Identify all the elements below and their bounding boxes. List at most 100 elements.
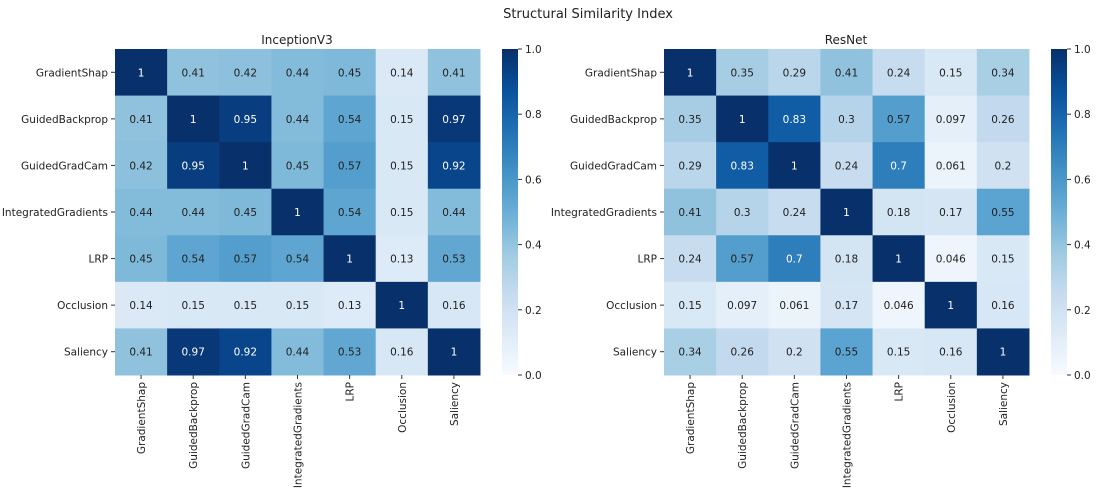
cell-value-label: 0.44 — [442, 207, 466, 219]
cell-value-label: 1 — [451, 347, 458, 359]
x-tick-label: IntegratedGradients — [841, 382, 853, 488]
colorbar — [502, 49, 518, 375]
cell-value-label: 0.24 — [835, 160, 859, 172]
cell-value-label: 0.15 — [390, 207, 413, 219]
cell-value-label: 0.83 — [731, 160, 754, 172]
cell-value-label: 0.83 — [783, 114, 806, 126]
cell-value-label: 1 — [1000, 347, 1007, 359]
y-tick-label: GuidedBackprop — [21, 114, 108, 126]
x-tick-label: Saliency — [449, 382, 461, 426]
cell-value-label: 0.26 — [991, 114, 1015, 126]
heatmap-cell — [115, 142, 168, 190]
heatmap-cell — [271, 235, 325, 283]
cell-value-label: 0.3 — [838, 114, 855, 126]
cell-value-label: 0.57 — [234, 254, 257, 266]
heatmap-cell — [716, 142, 769, 190]
x-tick-label: GradientShap — [136, 382, 148, 454]
heatmap-cell — [820, 49, 874, 97]
heatmap-cell — [115, 281, 168, 329]
heatmap-cell — [872, 281, 926, 329]
cell-value-label: 0.15 — [234, 300, 257, 312]
heatmap-cell — [976, 142, 1030, 190]
heatmap-cell — [872, 142, 926, 190]
heatmap-cell — [872, 188, 926, 236]
heatmap-cell — [167, 142, 220, 190]
cell-value-label: 0.42 — [129, 160, 152, 172]
colorbar-tick-label: 0.4 — [525, 240, 542, 252]
cell-value-label: 0.24 — [678, 254, 702, 266]
heatmap-cell — [924, 188, 978, 236]
cell-value-label: 0.15 — [390, 160, 413, 172]
cell-value-label: 1 — [947, 300, 954, 312]
colorbar-tick-label: 1.0 — [525, 44, 542, 56]
heatmap-cell — [768, 235, 821, 283]
heatmap-cell — [768, 49, 821, 97]
heatmap-cell — [427, 281, 481, 329]
cell-value-label: 0.15 — [678, 300, 701, 312]
heatmap-cell — [664, 142, 717, 190]
heatmap-cell — [219, 235, 272, 283]
cell-value-label: 1 — [739, 114, 746, 126]
heatmap-cell — [820, 188, 874, 236]
heatmap-cell — [716, 235, 769, 283]
heatmap-cell — [716, 49, 769, 97]
cell-value-label: 1 — [843, 207, 850, 219]
cell-value-label: 0.45 — [129, 254, 152, 266]
cell-value-label: 0.44 — [182, 207, 206, 219]
heatmap-cell — [976, 49, 1030, 97]
heatmap-cell — [820, 235, 874, 283]
cell-value-label: 1 — [346, 254, 353, 266]
heatmap-cell — [323, 142, 377, 190]
heatmap-cell — [219, 142, 272, 190]
cell-value-label: 0.061 — [936, 160, 966, 172]
heatmap-cell — [664, 235, 717, 283]
heatmap-cell — [664, 188, 717, 236]
heatmap-cell — [976, 95, 1030, 143]
cell-value-label: 1 — [190, 114, 197, 126]
y-tick-label: GradientShap — [36, 67, 108, 79]
cell-value-label: 0.54 — [182, 254, 206, 266]
heatmap-title: ResNet — [825, 33, 868, 47]
heatmap-cell — [219, 188, 272, 236]
cell-value-label: 0.15 — [887, 347, 910, 359]
cell-value-label: 0.44 — [286, 67, 310, 79]
heatmap-cell — [716, 328, 769, 376]
colorbar-tick-label: 1.0 — [1074, 44, 1091, 56]
x-tick-label: Occlusion — [946, 382, 958, 433]
y-tick-label: GuidedGradCam — [570, 160, 657, 172]
heatmap-cell — [427, 142, 481, 190]
cell-value-label: 0.55 — [835, 347, 858, 359]
cell-value-label: 1 — [687, 67, 694, 79]
colorbar-tick-label: 0.2 — [525, 305, 542, 317]
heatmap-cell — [115, 328, 168, 376]
cell-value-label: 0.57 — [731, 254, 754, 266]
colorbar-tick-label: 0.0 — [1074, 370, 1091, 382]
y-tick-label: GradientShap — [585, 67, 657, 79]
cell-value-label: 0.35 — [678, 114, 701, 126]
x-tick-label: LRP — [894, 382, 906, 401]
heatmap-cell — [976, 281, 1030, 329]
heatmap-cell — [427, 188, 481, 236]
y-tick-label: Saliency — [64, 347, 108, 359]
cell-value-label: 0.15 — [182, 300, 205, 312]
cell-value-label: 0.046 — [936, 254, 966, 266]
cell-value-label: 0.18 — [835, 254, 858, 266]
heatmap-cell — [872, 328, 926, 376]
heatmap-cell — [768, 142, 821, 190]
heatmap-cell — [219, 49, 272, 97]
cell-value-label: 0.13 — [390, 254, 413, 266]
heatmap-cell — [219, 328, 272, 376]
colorbar-tick-label: 0.2 — [1074, 305, 1091, 317]
heatmap-cell — [664, 95, 717, 143]
heatmap-cell — [167, 188, 220, 236]
y-tick-label: GuidedGradCam — [21, 160, 108, 172]
heatmap-cell — [716, 281, 769, 329]
heatmap-cell — [768, 188, 821, 236]
y-tick-label: IntegratedGradients — [551, 207, 657, 219]
cell-value-label: 0.24 — [887, 67, 911, 79]
cell-value-label: 0.41 — [678, 207, 701, 219]
y-tick-label: Occlusion — [606, 300, 657, 312]
heatmap-cell — [115, 49, 168, 97]
x-tick-label: GuidedBackprop — [188, 382, 200, 469]
heatmap-cell — [820, 142, 874, 190]
